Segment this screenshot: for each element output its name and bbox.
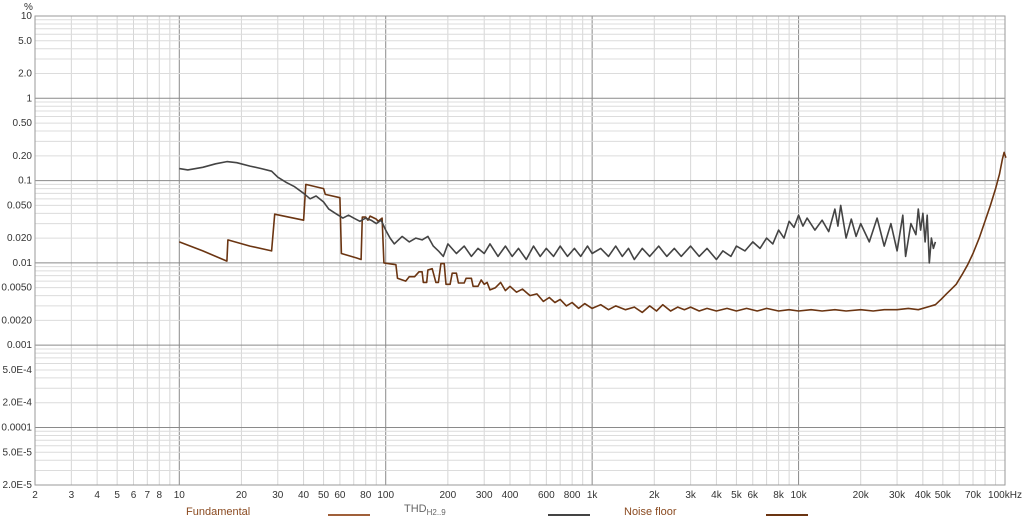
y-tick-label: 0.01 [13,258,33,269]
x-tick-label: 10k [791,490,808,501]
x-tick-label: 600 [538,490,555,501]
y-axis-unit-label: % [24,2,33,13]
x-tick-label: 800 [564,490,581,501]
x-tick-label: 60 [334,490,346,501]
x-tick-label: 5 [114,490,120,501]
x-tick-label: 40k [915,490,932,501]
y-tick-label: 2.0E-5 [3,480,33,491]
x-tick-label: 7 [145,490,151,501]
y-tick-label: 0.0001 [1,422,32,433]
y-tick-label: 0.001 [7,340,32,351]
legend-thd-text: THD [404,503,427,515]
y-tick-label: 2.0E-4 [3,398,33,409]
legend-noise-floor-label: Noise floor [624,506,677,518]
x-tick-label: 3k [685,490,697,501]
y-tick-label: 5.0 [18,36,32,47]
x-tick-label: 20 [236,490,248,501]
x-tick-label: 10 [174,490,186,501]
plot-frame [34,15,1006,486]
y-tick-label: 0.050 [7,200,32,211]
chart-series [179,151,1007,314]
y-tick-label: 1 [26,93,32,104]
chart-grid [34,15,1006,486]
x-tick-label: 50k [935,490,952,501]
legend-fundamental-label: Fundamental [186,506,251,518]
x-tick-label: 8k [773,490,785,501]
legend-thd-subscript: H2..9 [426,508,446,518]
x-tick-label: 4k [711,490,723,501]
y-tick-label: 10 [21,11,33,22]
legend-thd-swatch [548,514,590,516]
y-tick-label: 0.50 [13,118,33,129]
legend-fundamental-swatch [328,514,370,516]
legend-thd-label: THDH2..9 [404,503,446,517]
x-tick-label: 3 [69,490,75,501]
legend-noise-floor-swatch [766,514,808,516]
x-tick-label: 30 [272,490,284,501]
x-tick-label: 2 [32,490,38,501]
x-tick-label: 400 [502,490,519,501]
x-tick-label: 2k [649,490,661,501]
x-tick-label: 5k [731,490,743,501]
x-tick-label: 80 [360,490,372,501]
x-tick-label: 8 [157,490,163,501]
x-tick-label: 70k [965,490,982,501]
y-tick-label: 5.0E-5 [3,447,33,458]
x-tick-label: 200 [440,490,457,501]
x-tick-label: 300 [476,490,493,501]
x-tick-label: 100 [377,490,394,501]
y-tick-label: 0.0050 [1,283,32,294]
x-tick-label: 30k [889,490,906,501]
y-tick-label: 0.020 [7,233,32,244]
y-tick-label: 5.0E-4 [3,365,33,376]
y-tick-label: 0.0020 [1,315,32,326]
thd-series-line [179,151,1007,314]
x-tick-label: 50 [318,490,330,501]
noise-floor-series-line [179,160,937,264]
x-tick-label: 6 [131,490,137,501]
x-tick-label: 1k [587,490,599,501]
axis-ticks: 2 3 4 5 6 7 8 10 20 30 40 50 60 80 100 200 300 400 600 800 1… [1,11,1022,501]
y-tick-label: 0.20 [13,151,33,162]
y-tick-label: 0.1 [18,176,32,187]
x-tick-label: 100kHz [988,490,1022,501]
x-tick-label: 6k [747,490,759,501]
x-tick-label: 40 [298,490,310,501]
x-tick-label: 20k [853,490,870,501]
x-tick-label: 4 [94,490,100,501]
y-tick-label: 2.0 [18,69,32,80]
